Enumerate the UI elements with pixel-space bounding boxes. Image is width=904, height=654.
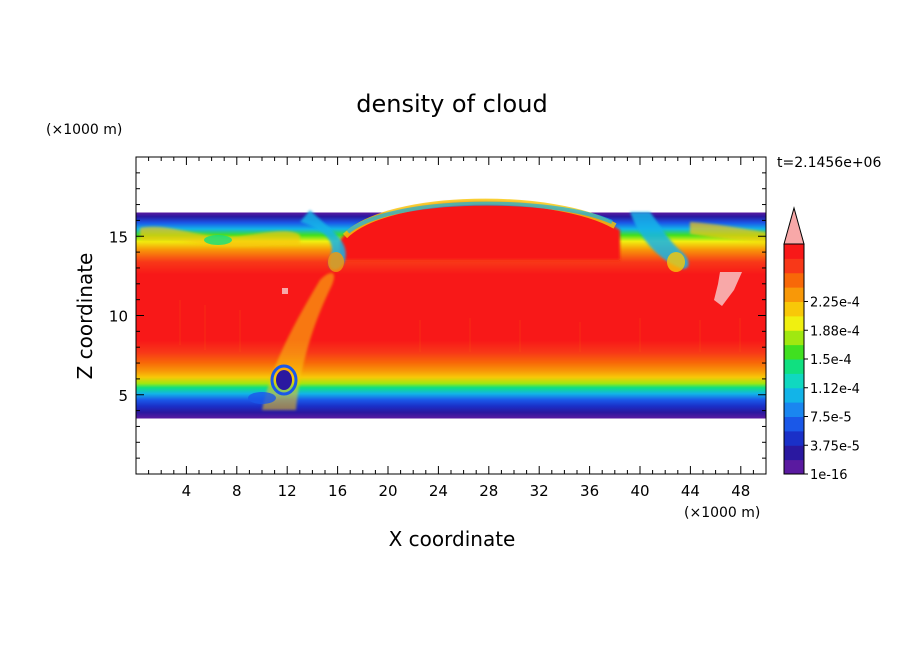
plume-hole [276,370,292,390]
left-eddy-core [328,252,344,272]
colorbar-label: 7.5e-5 [810,411,852,426]
x-tick-label: 24 [429,482,448,500]
colorbar-segment [784,315,804,331]
colorbar-segment [784,416,804,432]
upper-right-swirls [690,222,766,242]
time-label: t=2.1456e+06 [777,155,881,171]
x-axis-label: X coordinate [389,527,516,551]
colorbar-segment [784,387,804,403]
right-eddy-core [667,252,685,272]
colorbar-segment [784,258,804,274]
y-unit-label: (×1000 m) [46,122,122,138]
colorbar-segment [784,445,804,461]
x-tick-label: 44 [681,482,700,500]
colorbar-label: 1.12e-4 [810,382,860,397]
colorbar-segment [784,287,804,303]
x-axis-ticks: 4 8 12 16 20 24 28 32 36 40 44 48 [148,157,754,500]
plume-lower-patch [248,392,276,404]
y-tick-label: 10 [109,308,128,326]
colorbar-segment [784,301,804,317]
y-tick-label: 5 [118,387,128,405]
colorbar-segment [784,402,804,418]
x-tick-label: 28 [479,482,498,500]
y-axis-ticks: 5 10 15 [109,172,766,459]
colorbar-extend-arrow [783,206,805,245]
x-tick-label: 32 [530,482,549,500]
colorbar-label: 2.25e-4 [810,296,860,311]
max-patch-right [714,272,742,306]
colorbar-segment [784,359,804,374]
cloud-dome-rim [346,201,613,234]
colorbar-label: 1.88e-4 [810,324,860,339]
colorbar-label: 1e-16 [810,468,848,483]
colorbar-segment [784,430,804,446]
x-tick-label: 20 [378,482,397,500]
colorbar-segment [784,344,804,360]
colorbar-label: 1.5e-4 [810,353,852,368]
colorbar-label: 3.75e-5 [810,439,860,454]
colorbar-segment [784,244,804,259]
x-unit-label: (×1000 m) [684,505,760,521]
x-tick-label: 12 [278,482,297,500]
colorbar-segment [784,330,804,346]
plume-hole-rim [270,364,298,396]
chart-title: density of cloud [356,90,547,118]
field-texture [179,300,741,352]
y-axis-label: Z coordinate [73,253,97,380]
colorbar-segment [784,272,804,288]
x-tick-label: 40 [630,482,649,500]
colorbar: 1e-16 3.75e-5 7.5e-5 1.12e-4 1.5e-4 1.88e-4 2.… [783,206,860,483]
x-tick-label: 16 [328,482,347,500]
heatmap-field [136,198,766,419]
x-tick-label: 4 [182,482,192,500]
y-tick-label: 15 [109,228,128,246]
x-tick-label: 48 [731,482,750,500]
colorbar-segment [784,373,804,389]
cloud-dome [340,201,620,260]
max-patch-left [282,288,288,294]
x-tick-label: 8 [232,482,242,500]
x-tick-label: 36 [580,482,599,500]
upper-left-blob [204,235,232,245]
colorbar-segment [784,459,804,475]
